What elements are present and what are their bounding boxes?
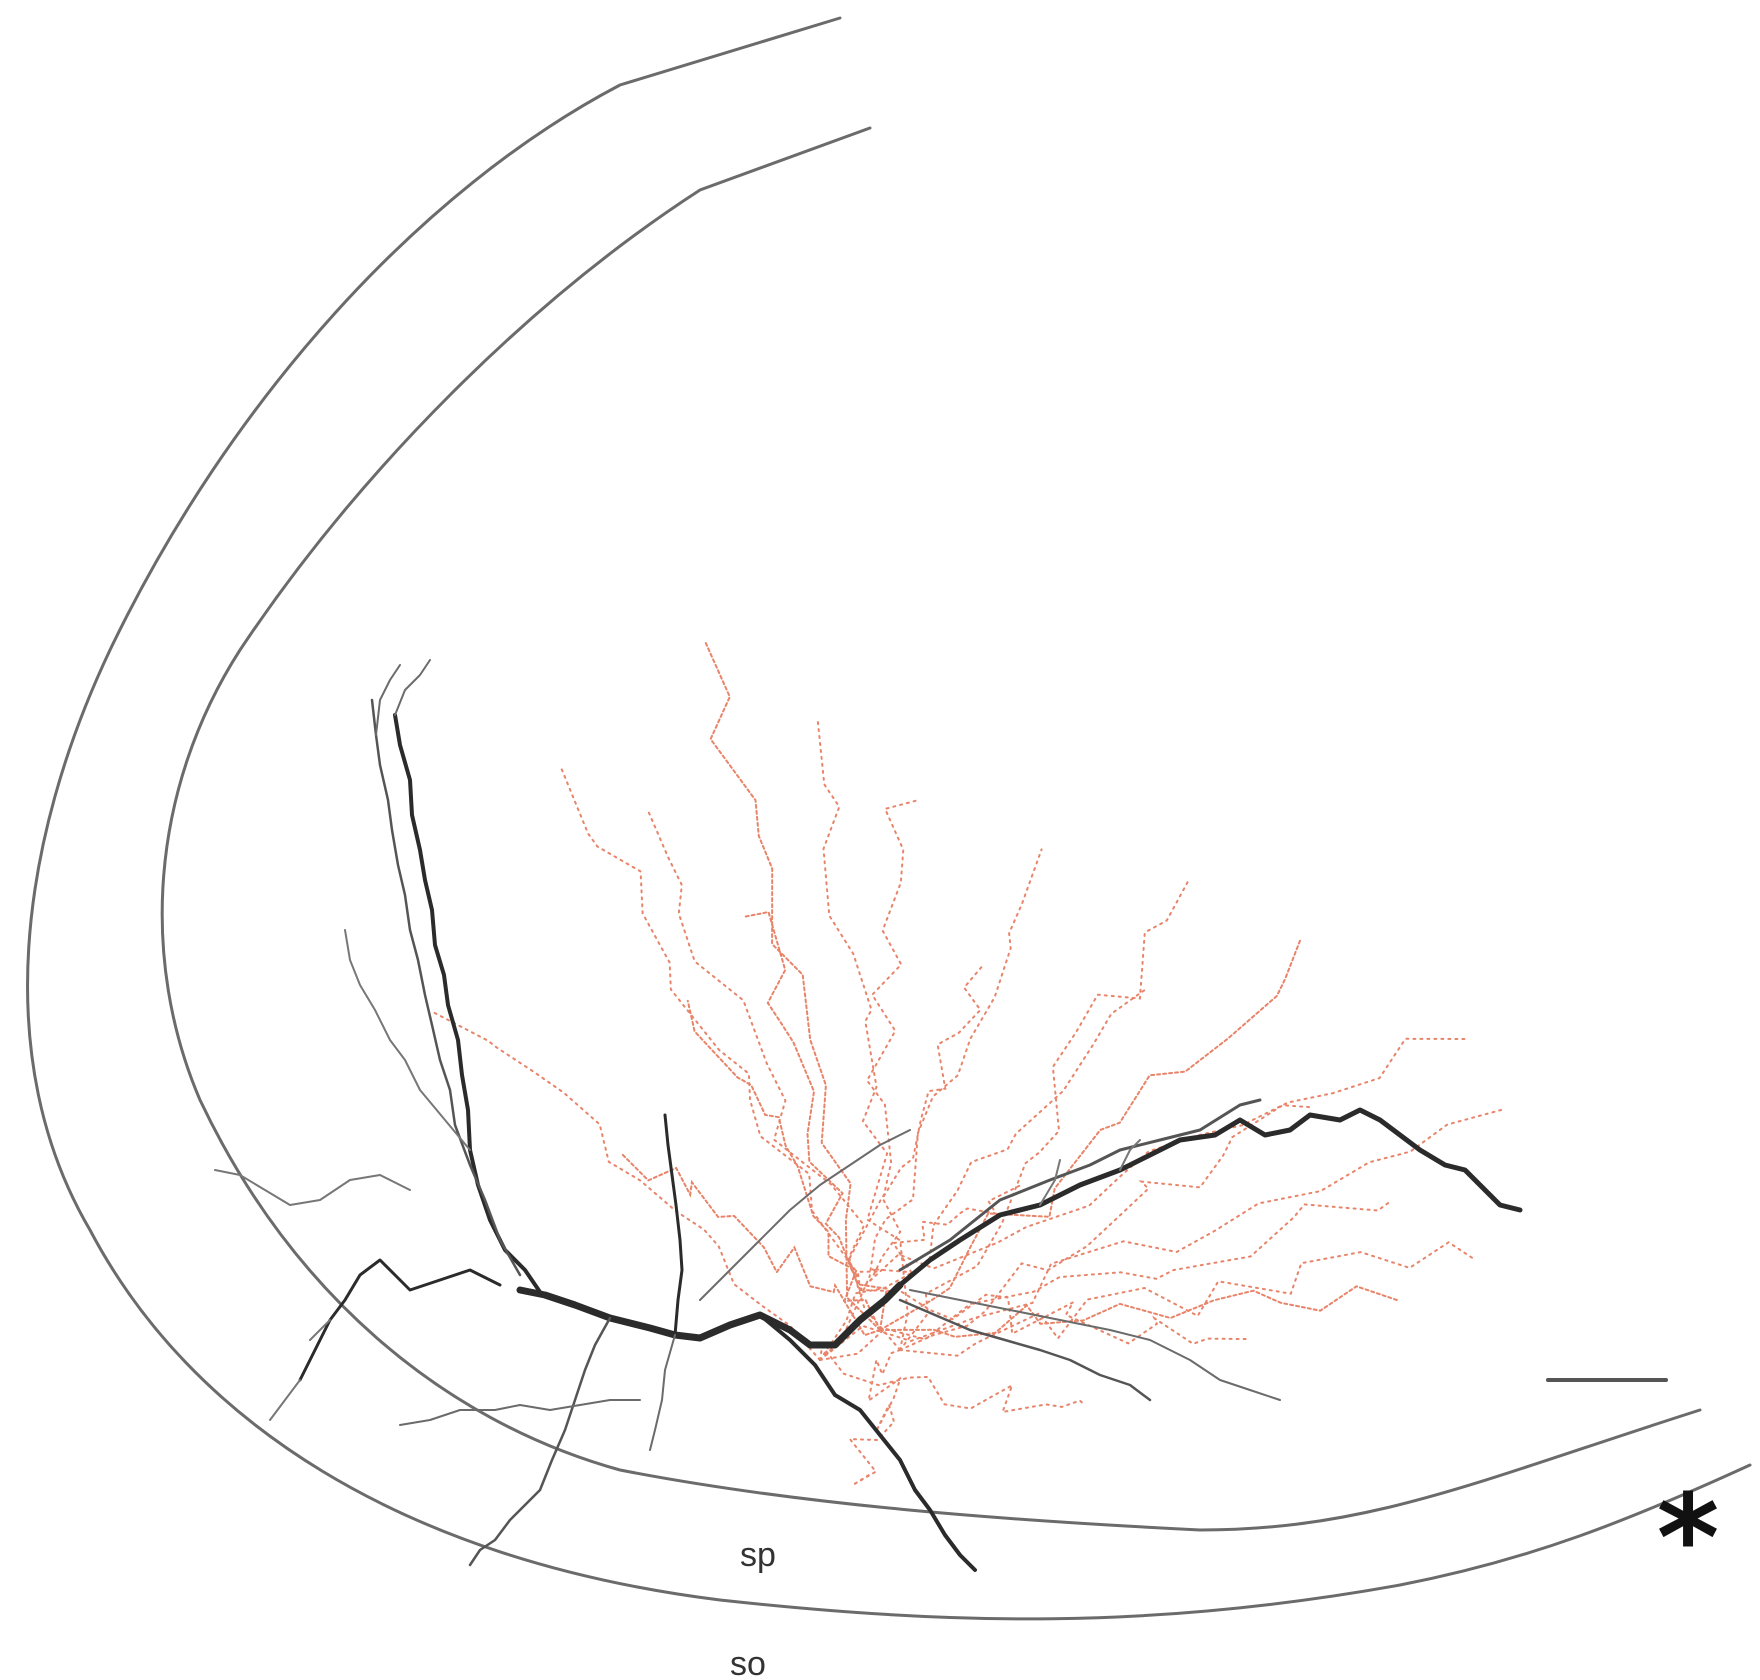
layer-label-so: so (730, 1645, 766, 1680)
dendrite-central-vertical (663, 1113, 684, 1337)
axon-branch (819, 1199, 1393, 1361)
dendrite-down-center (399, 1334, 676, 1451)
dendrite-central-diagonal (699, 1129, 911, 1301)
axon-arbor (433, 642, 1505, 1486)
axon-branch (816, 721, 909, 1351)
dendrite-upper-left-thin (344, 929, 471, 1151)
axon-branch (859, 1037, 1470, 1291)
dendrite-right-lower (898, 1298, 1152, 1402)
axon-branch (856, 1184, 1021, 1291)
layer-boundaries (26, 16, 1752, 1621)
axon-branch (899, 1241, 1475, 1357)
dendrite-left-lower (269, 1319, 331, 1421)
dendrite-right-branch-upper (898, 1098, 1262, 1272)
axon-branch (846, 798, 921, 1291)
axon-branch (899, 1104, 1314, 1351)
axon-branch (559, 765, 861, 1291)
axon-branch (743, 910, 888, 1331)
asterisk-marker: * (1657, 1470, 1720, 1609)
dendrite-right-branch (897, 1107, 1523, 1288)
axon-branch (819, 1343, 1084, 1414)
axon-branch (686, 999, 881, 1331)
dendrite-main-trunk (516, 1281, 904, 1349)
inner-boundary-line (160, 126, 1702, 1532)
axon-branch (646, 808, 901, 1351)
layer-label-sp: sp (740, 1536, 776, 1574)
axon-branch (819, 987, 1149, 1361)
dendrite-down-right (758, 1313, 977, 1572)
axon-branch (433, 1011, 821, 1361)
axon-branch (847, 1349, 903, 1486)
axon-branch (899, 877, 1191, 1351)
dendrite-left-branch-thin (214, 1169, 411, 1206)
axon-branch (819, 848, 1043, 1361)
outer-boundary-line (26, 16, 1752, 1621)
dendrite-apical-branch (393, 713, 542, 1294)
dendrite-apical-tip (375, 659, 431, 736)
dendrite-down-left (468, 1316, 612, 1567)
axon-branch (879, 1285, 1398, 1338)
dendrite-apical-branch-twin (370, 698, 522, 1277)
dendrite-right-lower-2 (909, 1289, 1281, 1401)
axon-branch (879, 939, 1302, 1331)
axon-branch (704, 642, 881, 1331)
dendrite-tree (214, 659, 1523, 1572)
dendrite-left-branch (298, 1258, 502, 1382)
axon-branch (859, 964, 984, 1291)
axon-branch (621, 1153, 881, 1337)
dendrite-upper-right-thin (1039, 1139, 1141, 1206)
axon-branch (859, 1289, 1251, 1345)
